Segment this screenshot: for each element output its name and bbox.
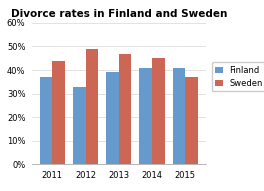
- Bar: [40, 77, 52, 164]
- Bar: [152, 58, 165, 164]
- Title: Divorce rates in Finland and Sweden: Divorce rates in Finland and Sweden: [11, 9, 227, 19]
- Bar: [52, 61, 65, 164]
- Bar: [119, 53, 131, 164]
- Bar: [86, 49, 98, 164]
- Bar: [139, 68, 152, 164]
- Bar: [185, 77, 198, 164]
- Bar: [173, 68, 185, 164]
- Bar: [106, 72, 119, 164]
- Bar: [73, 87, 86, 164]
- Legend: Finland, Sweden: Finland, Sweden: [212, 62, 264, 91]
